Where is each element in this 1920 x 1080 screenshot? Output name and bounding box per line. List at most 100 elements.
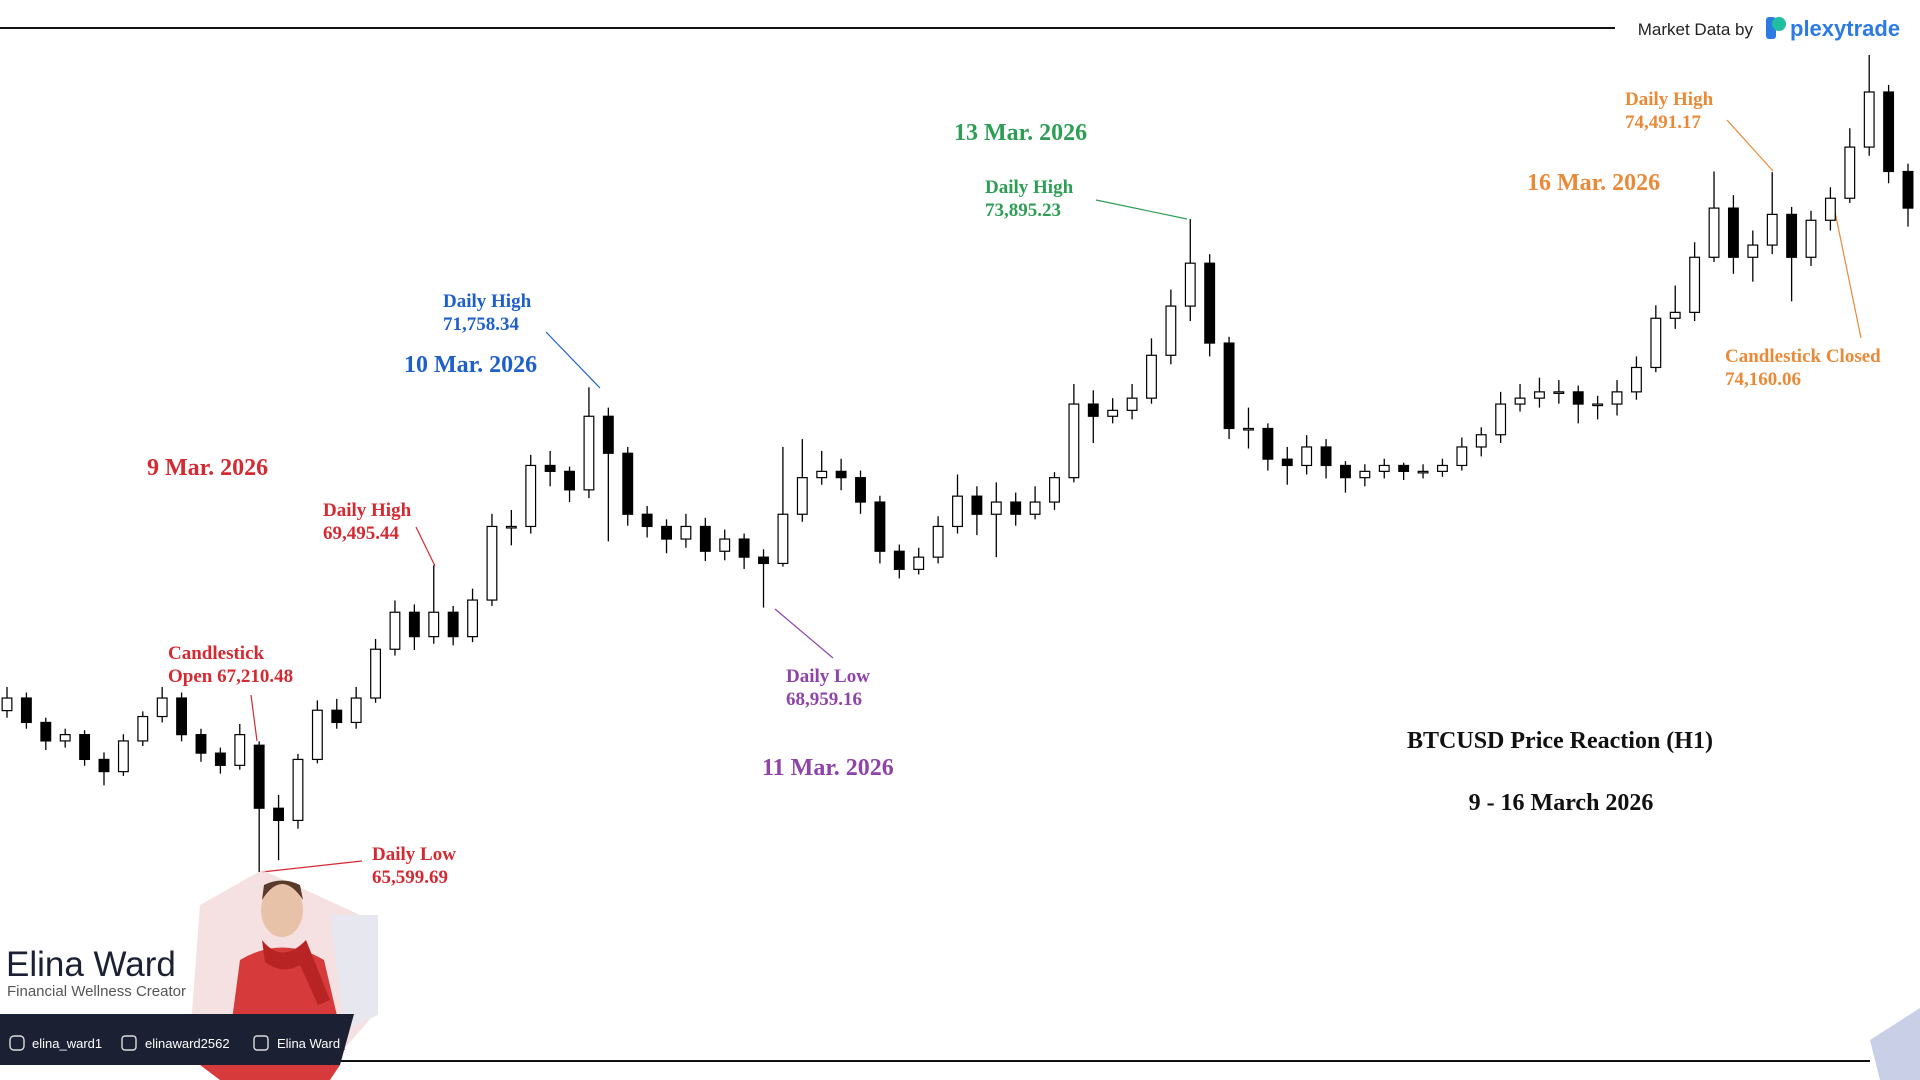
candle-body <box>1281 458 1293 467</box>
candle-body <box>1126 397 1138 411</box>
annotation-line: Open 67,210.48 <box>168 666 293 687</box>
annotation-line: Daily High <box>323 500 412 521</box>
candle-body <box>505 525 517 529</box>
leader-line <box>1726 119 1774 172</box>
candle-body <box>1436 464 1448 472</box>
chart-subtitle: 9 - 16 March 2026 <box>1469 790 1654 816</box>
annotation-line: 71,758.34 <box>443 314 520 335</box>
candle-body <box>564 470 575 491</box>
date-label: 10 Mar. 2026 <box>404 352 537 378</box>
candle-body <box>1456 446 1468 467</box>
candle-body <box>1495 403 1507 436</box>
candle-body <box>544 464 556 472</box>
annotation-line: 73,895.23 <box>985 200 1061 221</box>
social-x[interactable]: elinaward2562 <box>145 1036 230 1051</box>
corner-decoration <box>1870 1008 1920 1080</box>
candle-body <box>990 501 1002 515</box>
candle-body <box>1805 219 1817 258</box>
annotation-line: 68,959.16 <box>786 689 862 710</box>
candle-body <box>1049 477 1060 503</box>
annotation: Daily High 69,495.44 <box>323 500 412 544</box>
candle-body <box>79 734 91 761</box>
candle-body <box>874 501 886 552</box>
candle-body <box>370 648 382 699</box>
candle-body <box>1204 262 1216 344</box>
candle-body <box>1844 146 1856 199</box>
candle-body <box>719 538 731 552</box>
candle-body <box>467 599 479 638</box>
candle-body <box>583 415 595 491</box>
candle-body <box>1010 501 1022 515</box>
candle-body <box>253 744 265 809</box>
market-data-credit: Market Data by <box>1638 20 1754 39</box>
candle-body <box>1378 464 1390 472</box>
candle-body <box>1165 305 1177 356</box>
candle-body <box>1747 244 1759 258</box>
candle-body <box>1727 207 1739 258</box>
candle-body <box>699 525 711 552</box>
candle-body <box>855 477 866 503</box>
candle-body <box>1262 427 1274 460</box>
chart-title: BTCUSD Price Reaction (H1) <box>1407 728 1713 754</box>
candle-body <box>1611 391 1623 405</box>
candle-body <box>1572 391 1584 405</box>
candle-body <box>777 513 789 565</box>
candle-body <box>1650 317 1662 369</box>
social-facebook[interactable]: Elina Ward <box>277 1036 340 1051</box>
candle-body <box>311 709 323 761</box>
candle-body <box>350 697 362 724</box>
creator-name: Elina Ward <box>6 945 176 984</box>
candle-body <box>20 697 32 724</box>
candle-body <box>1766 213 1778 246</box>
candle-body <box>176 697 188 736</box>
leader-line <box>1095 199 1188 220</box>
annotation: Daily Low 68,959.16 <box>786 666 870 710</box>
leader-line <box>415 526 436 567</box>
candle-body <box>273 807 285 822</box>
date-label: 11 Mar. 2026 <box>762 755 894 781</box>
candle-body <box>1824 197 1836 221</box>
candle-body <box>835 470 847 479</box>
candle-body <box>40 721 52 742</box>
candle-body <box>1669 311 1681 319</box>
annotation-line: 69,495.44 <box>323 523 400 544</box>
candle-body <box>796 477 808 515</box>
annotation-line: Daily Low <box>786 666 870 687</box>
annotation-line: Candlestick <box>168 643 265 664</box>
candle-body <box>1107 409 1119 417</box>
brand-logo <box>1766 17 1786 39</box>
candle-body <box>622 452 634 515</box>
candle-body <box>214 752 226 766</box>
annotation-line: Daily Low <box>372 844 456 865</box>
candle-body <box>428 611 440 638</box>
candle-body <box>738 538 750 558</box>
social-instagram[interactable]: elina_ward1 <box>32 1036 102 1051</box>
candle-body <box>1146 354 1157 399</box>
candle-body <box>59 734 71 742</box>
annotation: Daily High 73,895.23 <box>985 177 1074 221</box>
candle-body <box>389 611 401 650</box>
candle-body <box>1340 464 1351 479</box>
candle-body <box>602 415 614 454</box>
candle-body <box>816 470 828 479</box>
candle-body <box>447 611 459 638</box>
annotation: Candlestick Open 67,210.48 <box>168 643 293 687</box>
annotation-line: Daily High <box>443 291 532 312</box>
candle-body <box>156 697 168 718</box>
candle-body <box>932 525 944 558</box>
candle-body <box>117 740 129 773</box>
candle-body <box>913 556 925 570</box>
candle-body <box>1553 391 1565 394</box>
candle-body <box>641 513 653 528</box>
social-icons <box>9 1035 269 1051</box>
candle-body <box>408 611 420 638</box>
candle-body <box>525 464 537 528</box>
candle-body <box>661 525 672 540</box>
candle-body <box>1592 403 1604 407</box>
annotation: Candlestick Closed 74,160.06 <box>1725 346 1881 390</box>
leader-line <box>774 608 834 659</box>
annotation-line: 65,599.69 <box>372 867 448 888</box>
candle-body <box>1786 213 1798 258</box>
annotation-line: Daily High <box>1625 89 1714 110</box>
